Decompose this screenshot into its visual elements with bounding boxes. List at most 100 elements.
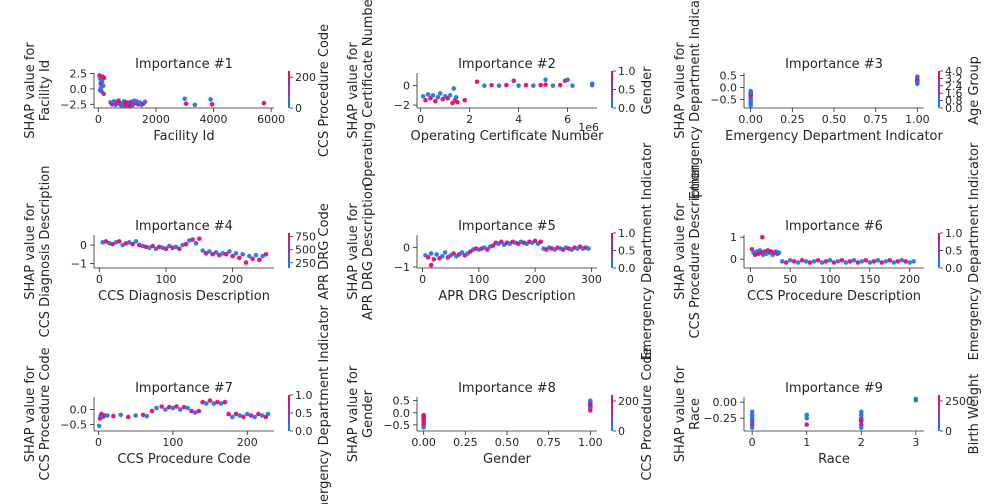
data-point xyxy=(504,82,509,88)
data-point xyxy=(181,404,187,410)
data-point xyxy=(895,259,901,264)
colorbar xyxy=(611,395,613,431)
chart-title: Importance #1 xyxy=(135,57,233,72)
data-point xyxy=(252,414,257,420)
x-tick-label: 0 xyxy=(747,273,754,286)
chart-title: Importance #9 xyxy=(785,381,883,396)
data-point xyxy=(250,256,255,262)
data-point xyxy=(192,410,198,415)
data-point xyxy=(499,239,504,245)
data-point xyxy=(96,423,102,429)
x-tick-label: 6 xyxy=(564,113,571,126)
x-tick-label: 4 xyxy=(515,113,522,126)
x-tick-label: 100 xyxy=(156,273,177,286)
data-point xyxy=(132,98,137,103)
colorbar-tick-label: 250 xyxy=(295,257,316,270)
data-point xyxy=(858,417,864,423)
chart-title: Importance #6 xyxy=(785,219,883,234)
x-tick-label: 100 xyxy=(162,436,183,449)
data-point xyxy=(207,398,213,403)
y-tick-label: 0.0 xyxy=(70,83,88,96)
x-tick-label: 0.50 xyxy=(495,436,520,449)
y-tick-label: 0 xyxy=(403,80,410,93)
data-point xyxy=(237,255,242,261)
panel-3: Importance #30.00 0.25 0.50 0.75 1.000.50.0−… xyxy=(673,0,982,199)
data-point xyxy=(565,77,570,83)
data-point xyxy=(118,412,124,418)
x-tick-label: 0.00 xyxy=(738,113,763,126)
data-point xyxy=(791,259,797,264)
x-tick-label: 0 xyxy=(96,273,103,286)
y-tick-label: 0.00 xyxy=(713,396,738,409)
data-point xyxy=(831,260,837,265)
data-point xyxy=(531,83,536,88)
x-offset-label: 1e6 xyxy=(578,121,599,134)
data-point xyxy=(425,255,431,260)
data-point xyxy=(215,399,220,405)
colorbar-tick-label: 0.5 xyxy=(945,245,963,258)
colorbar-tick-label: 3.2 xyxy=(945,72,963,85)
panel-9: Importance #9 0 1 2 3 0.00 −0.25 Race SHAP value… xyxy=(673,365,982,467)
y-tick-label: −1 xyxy=(394,261,410,274)
data-point xyxy=(218,401,224,406)
x-tick-label: 0.50 xyxy=(822,113,847,126)
colorbar-tick-label: 0.0 xyxy=(618,102,636,115)
colorbar-label: Birth Weight xyxy=(967,374,982,455)
y-tick-label: −0.5 xyxy=(383,419,410,432)
scatter-points xyxy=(421,398,593,430)
colorbar-tick-label: 0.0 xyxy=(618,262,636,275)
data-point xyxy=(230,414,235,420)
data-point xyxy=(538,239,544,245)
panel-6: Importance #6 0 50 100 150 200 1 0 CCS Procedure… xyxy=(673,142,982,360)
data-point xyxy=(879,260,885,265)
data-point xyxy=(437,91,443,96)
data-point xyxy=(858,425,864,431)
data-point xyxy=(247,253,252,259)
x-tick-label: 2 xyxy=(466,113,473,126)
y-tick-label: 0 xyxy=(730,253,737,266)
x-tick-label: 0.75 xyxy=(536,436,561,449)
data-point xyxy=(193,240,199,246)
data-point xyxy=(421,425,426,430)
data-point xyxy=(222,399,228,405)
data-point xyxy=(858,412,864,418)
data-point xyxy=(197,236,202,241)
data-point xyxy=(570,83,575,88)
colorbar-tick-label: 0.0 xyxy=(295,425,313,438)
data-point xyxy=(209,102,215,107)
data-point xyxy=(265,411,271,417)
data-point xyxy=(779,259,785,264)
data-point xyxy=(489,82,494,88)
x-tick-label: 1 xyxy=(803,436,810,449)
scatter-points xyxy=(749,396,919,431)
data-point xyxy=(827,258,833,263)
x-tick-label: 2000 xyxy=(142,113,170,126)
x-tick-label: 3 xyxy=(912,436,919,449)
y-tick-label: −0.5 xyxy=(60,418,87,431)
x-tick-label: 1.00 xyxy=(905,113,930,126)
data-point xyxy=(815,258,821,263)
data-point xyxy=(496,83,502,88)
colorbar-tick-label: 1.0 xyxy=(945,227,963,240)
panel-8: Importance #8 0.00 0.25 0.50 0.75 1.00 0.50.0−… xyxy=(346,347,655,480)
data-point xyxy=(154,405,159,411)
x-axis-label: CCS Diagnosis Description xyxy=(98,289,270,304)
y-tick-label: −0.5 xyxy=(710,94,737,107)
data-point xyxy=(430,93,436,98)
data-point xyxy=(100,83,106,89)
data-point xyxy=(150,243,155,249)
y-tick-label: 1 xyxy=(730,231,737,244)
data-point xyxy=(586,246,591,251)
data-point xyxy=(207,249,212,254)
data-point xyxy=(804,412,810,418)
data-point xyxy=(243,260,249,265)
data-point xyxy=(259,413,265,418)
data-point xyxy=(760,234,765,240)
data-point xyxy=(261,100,267,106)
data-point xyxy=(428,262,434,268)
data-point xyxy=(213,250,219,255)
colorbar-tick-label: 0.0 xyxy=(945,102,963,115)
data-point xyxy=(435,95,441,100)
x-tick-label: 0 xyxy=(95,113,102,126)
colorbar-tick-label: 2500 xyxy=(945,395,973,408)
